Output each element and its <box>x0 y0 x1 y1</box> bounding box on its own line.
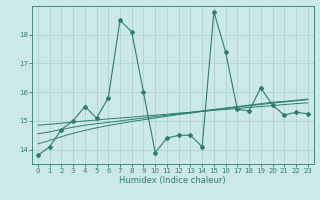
X-axis label: Humidex (Indice chaleur): Humidex (Indice chaleur) <box>119 176 226 185</box>
